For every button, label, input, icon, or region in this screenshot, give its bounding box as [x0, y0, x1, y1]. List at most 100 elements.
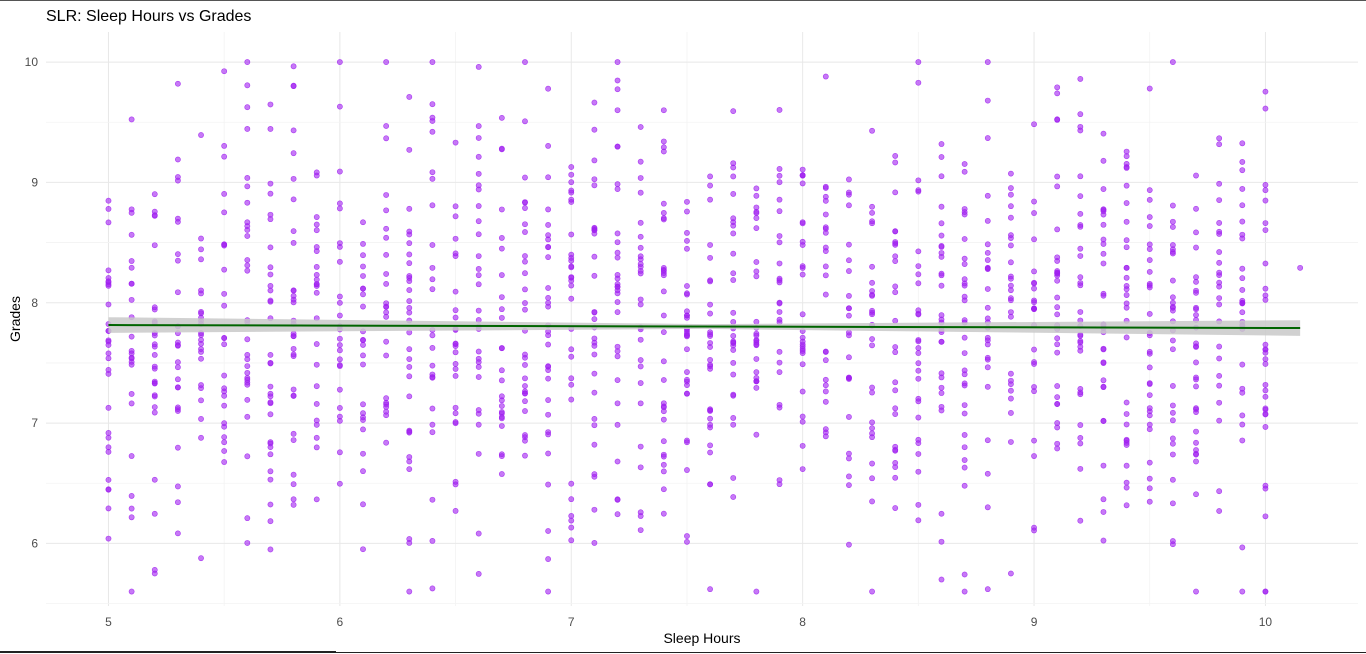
data-point — [614, 254, 621, 261]
data-point — [360, 303, 366, 310]
data-point — [151, 409, 158, 416]
data-point — [846, 414, 852, 420]
data-point — [1262, 227, 1269, 233]
data-point — [591, 176, 598, 183]
data-point — [1193, 588, 1199, 595]
data-point — [221, 439, 228, 446]
data-point — [1216, 382, 1223, 389]
data-point — [961, 464, 968, 471]
data-point — [406, 146, 413, 153]
data-point — [591, 415, 598, 422]
data-point — [1031, 268, 1037, 275]
data-point — [892, 258, 899, 265]
data-point — [892, 446, 899, 453]
data-point — [776, 348, 783, 355]
data-point — [776, 369, 783, 376]
data-point — [267, 287, 274, 294]
data-point — [452, 349, 459, 356]
data-point — [545, 375, 552, 382]
data-point — [290, 175, 297, 182]
data-point — [1054, 445, 1061, 452]
data-point — [707, 254, 713, 261]
data-point — [568, 353, 575, 360]
data-point — [1146, 392, 1153, 398]
data-point — [105, 476, 112, 483]
data-point — [915, 414, 922, 421]
data-point — [961, 410, 968, 417]
data-point — [429, 276, 436, 283]
data-point — [1216, 355, 1223, 362]
data-point — [336, 59, 343, 65]
data-point — [244, 199, 251, 206]
data-point — [244, 381, 251, 388]
data-point — [1054, 226, 1061, 233]
data-point — [1216, 141, 1223, 148]
data-point — [1123, 399, 1130, 406]
data-point — [776, 208, 783, 215]
data-point — [730, 270, 737, 277]
x-tick-label: 8 — [799, 615, 806, 629]
data-point — [452, 307, 459, 314]
y-axis-title: Grades — [7, 296, 23, 342]
data-point — [267, 501, 274, 508]
data-point — [475, 407, 482, 413]
data-point — [684, 283, 690, 289]
data-point — [938, 538, 945, 545]
data-point — [498, 423, 505, 429]
data-point — [730, 347, 737, 353]
data-point — [961, 367, 968, 374]
data-point — [799, 442, 806, 449]
data-point — [1054, 269, 1061, 276]
data-point — [776, 107, 783, 113]
data-point — [522, 390, 528, 397]
data-point — [637, 296, 644, 303]
data-point — [1169, 202, 1176, 209]
data-point — [522, 306, 528, 313]
data-point — [984, 192, 991, 199]
data-point — [984, 286, 991, 292]
data-point — [1169, 417, 1176, 424]
data-point — [290, 496, 297, 503]
data-point — [1123, 264, 1130, 271]
data-point — [151, 392, 158, 399]
data-point — [1169, 246, 1176, 253]
data-point — [105, 278, 112, 285]
data-point — [1054, 383, 1061, 389]
data-point — [105, 430, 112, 436]
data-point — [244, 82, 251, 89]
data-point — [429, 202, 436, 209]
data-point — [105, 219, 112, 226]
data-point — [892, 405, 899, 412]
data-point — [429, 496, 436, 503]
data-point — [545, 294, 552, 301]
data-point — [1216, 488, 1223, 495]
data-point — [429, 286, 436, 293]
data-point — [1123, 237, 1130, 244]
data-point — [1146, 214, 1153, 220]
regression-fit — [108, 317, 1301, 336]
data-point — [336, 342, 343, 348]
data-point — [1031, 297, 1037, 304]
data-point — [1054, 440, 1061, 447]
data-point — [522, 205, 528, 211]
data-point — [637, 357, 644, 363]
data-point — [1123, 200, 1130, 206]
data-point — [961, 236, 968, 242]
data-point — [522, 253, 528, 259]
data-point — [1077, 465, 1084, 472]
data-point — [221, 153, 228, 160]
data-point — [290, 240, 297, 246]
data-point — [1123, 283, 1130, 289]
data-point — [753, 330, 760, 337]
data-point — [313, 227, 320, 234]
y-tick-label: 7 — [31, 416, 38, 430]
data-point — [475, 182, 482, 189]
data-point — [1008, 214, 1014, 221]
data-point — [915, 360, 922, 367]
data-point — [244, 59, 251, 65]
data-point — [1100, 417, 1107, 424]
data-point — [336, 103, 343, 110]
data-point — [568, 251, 575, 258]
data-point — [475, 374, 482, 380]
data-point — [1100, 186, 1107, 192]
